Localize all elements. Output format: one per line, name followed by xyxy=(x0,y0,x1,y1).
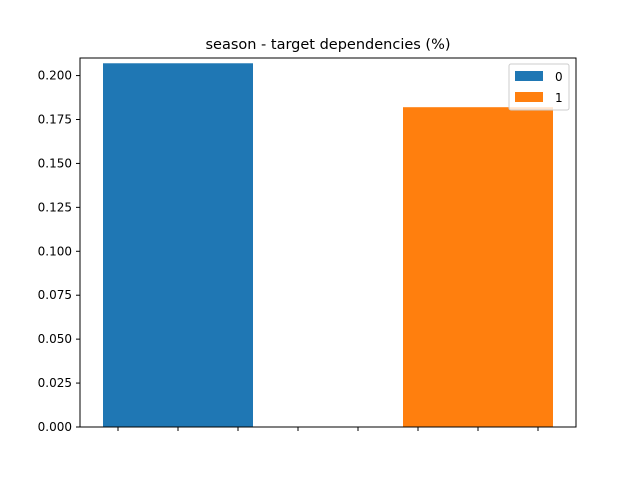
legend-swatch xyxy=(515,71,543,81)
y-tick-label: 0.175 xyxy=(38,113,72,127)
chart-title: season - target dependencies (%) xyxy=(205,37,450,53)
bar-series-0 xyxy=(103,63,253,428)
legend-swatch xyxy=(515,92,543,102)
y-tick-label: 0.075 xyxy=(38,288,72,302)
bar-series-1 xyxy=(403,107,553,427)
y-tick-label: 0.100 xyxy=(38,244,72,258)
y-tick-label: 0.025 xyxy=(38,376,72,390)
bars-group xyxy=(103,63,553,428)
y-tick-label: 0.125 xyxy=(38,200,72,214)
legend: 01 xyxy=(508,63,570,111)
legend-label: 1 xyxy=(555,91,563,105)
legend-label: 0 xyxy=(555,70,563,84)
y-axis: 0.000 0.025 0.050 0.075 0.100 0.125 0.150 0.175… xyxy=(38,69,80,434)
y-tick-label: 0.000 xyxy=(38,420,72,434)
y-tick-label: 0.150 xyxy=(38,156,72,170)
plot-frame xyxy=(79,57,577,428)
y-tick-label: 0.050 xyxy=(38,332,72,346)
y-tick-label: 0.200 xyxy=(38,69,72,83)
x-axis xyxy=(117,427,539,431)
